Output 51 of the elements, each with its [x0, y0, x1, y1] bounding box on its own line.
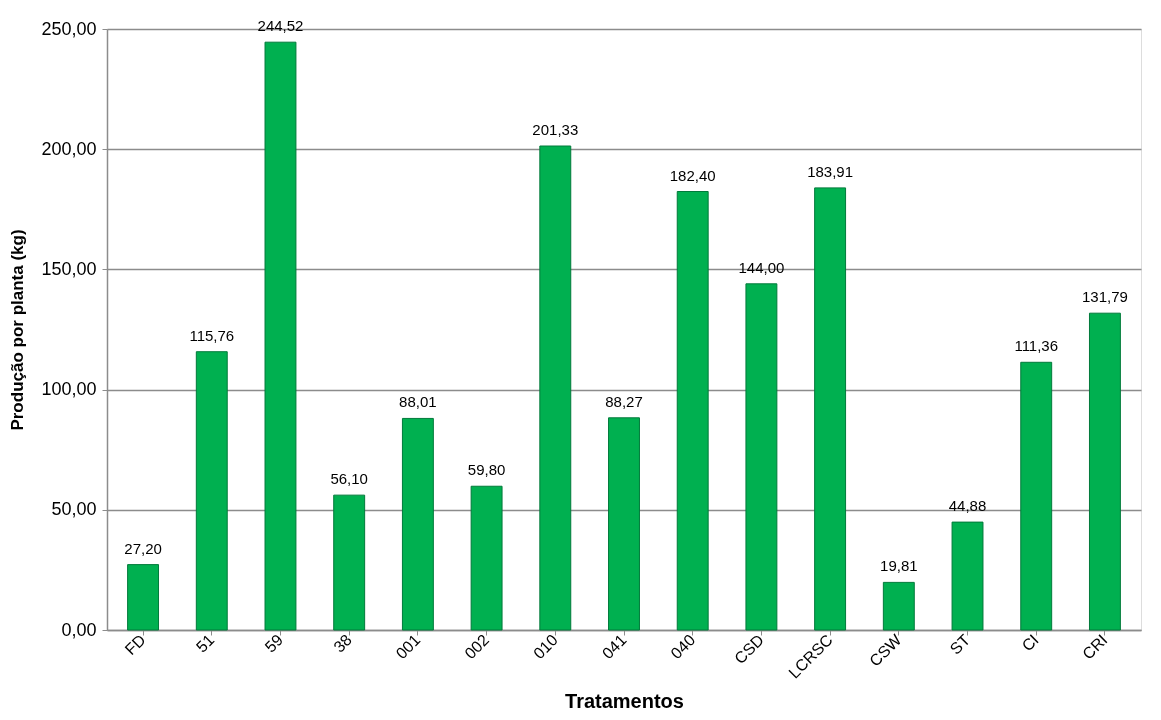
bar: [951, 521, 984, 631]
bar: [470, 485, 503, 631]
bar: [1088, 312, 1121, 631]
bar: [814, 187, 847, 631]
data-label: 59,80: [467, 461, 506, 479]
data-label: 183,91: [807, 162, 854, 180]
data-label: 111,36: [1014, 337, 1059, 355]
data-label: 88,27: [605, 392, 643, 410]
bar: [401, 417, 434, 631]
x-tick-label: CRI: [1079, 631, 1111, 663]
y-tick-label: 250,00: [41, 18, 97, 39]
bar: [745, 283, 778, 631]
x-tick-label: 002: [461, 631, 493, 663]
data-label: 19,81: [880, 557, 918, 575]
y-tick-label: 50,00: [51, 499, 97, 520]
bar: [333, 494, 366, 631]
bar: [539, 145, 572, 631]
x-axis-title: Tratamentos: [565, 689, 684, 712]
bar: [127, 564, 160, 631]
data-label: 144,00: [738, 258, 785, 276]
data-label: 88,01: [399, 393, 437, 411]
bar: [608, 417, 640, 631]
x-tick-label: 040: [667, 631, 699, 663]
y-tick-label: 100,00: [41, 379, 97, 400]
data-label: 244,52: [257, 17, 304, 35]
x-tick-label: ST: [946, 630, 974, 658]
x-tick-label: FD: [121, 631, 149, 659]
y-tick-label: 0,00: [61, 619, 97, 640]
data-label: 27,20: [124, 539, 162, 557]
data-label: 182,40: [669, 166, 716, 184]
data-label: 56,10: [330, 470, 368, 488]
y-tick-label: 200,00: [41, 138, 97, 159]
x-tick-label: 51: [192, 631, 218, 656]
bar: [195, 351, 228, 631]
y-axis-title: Produção por planta (kg): [8, 229, 28, 431]
data-label: 131,79: [1081, 288, 1128, 306]
data-label: 201,33: [532, 121, 579, 138]
x-tick-label: 001: [392, 631, 424, 663]
y-tick-label: 150,00: [41, 258, 97, 279]
bar: [882, 581, 915, 631]
x-tick-label: 38: [330, 631, 355, 656]
bar: [264, 41, 297, 631]
x-tick-label: 59: [261, 631, 287, 656]
bar: [1020, 361, 1053, 631]
data-label: 115,76: [189, 326, 235, 344]
bar: [676, 191, 709, 631]
x-tick-label: 010: [530, 631, 562, 663]
x-tick-label: 041: [598, 631, 630, 663]
data-label: 44,88: [948, 497, 987, 515]
x-tick-label: CSD: [731, 631, 768, 668]
x-tick-label: CI: [1018, 631, 1042, 655]
